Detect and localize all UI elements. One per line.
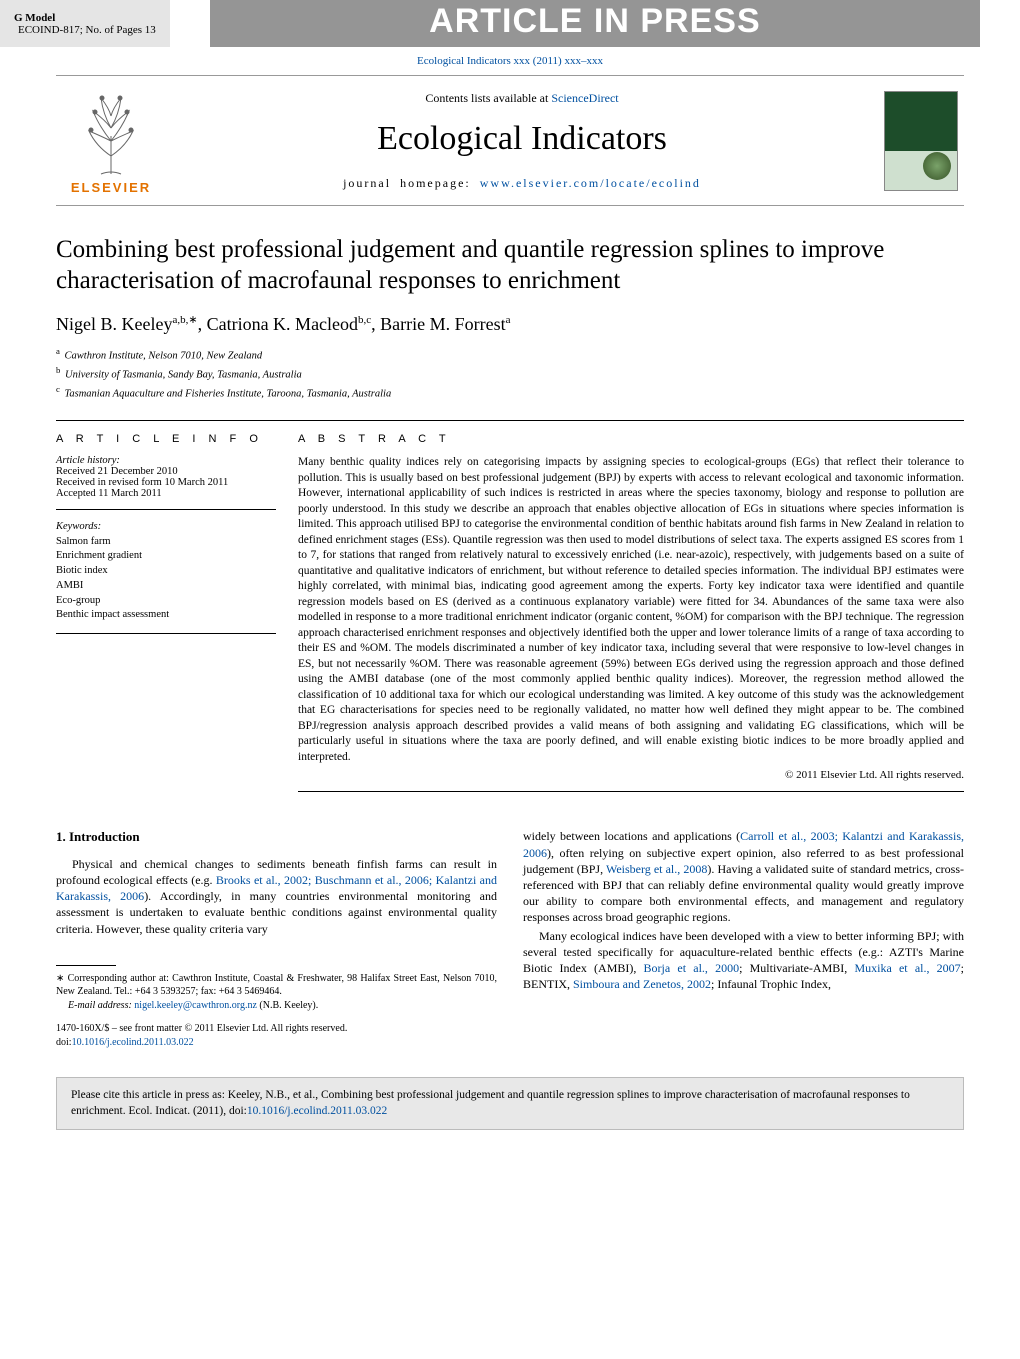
gmodel-bar: G Model ECOIND-817; No. of Pages 13 xyxy=(0,0,170,47)
journal-cover xyxy=(878,76,964,205)
sciencedirect-link[interactable]: ScienceDirect xyxy=(551,91,618,105)
front-matter-line: 1470-160X/$ – see front matter © 2011 El… xyxy=(56,1022,497,1049)
ecoind-ref: ECOIND-817; No. of Pages 13 xyxy=(18,24,156,36)
cite-doi-link[interactable]: 10.1016/j.ecolind.2011.03.022 xyxy=(247,1105,387,1117)
abstract-text: Many benthic quality indices rely on cat… xyxy=(298,455,964,765)
history-label: Article history: xyxy=(56,455,276,466)
author-1-affil: a,b,∗ xyxy=(172,314,197,326)
abstract-column: A B S T R A C T Many benthic quality ind… xyxy=(298,433,964,792)
intro-r2-d: ; Infaunal Trophic Index, xyxy=(711,977,831,991)
corresponding-author-note: ∗ Corresponding author at: Cawthron Inst… xyxy=(56,972,497,999)
ref-simboura-2002[interactable]: Simboura and Zenetos, 2002 xyxy=(573,977,711,991)
intro-r2-b: ; Multivariate-AMBI, xyxy=(739,961,854,975)
intro-para-left: Physical and chemical changes to sedimen… xyxy=(56,856,497,937)
email-link[interactable]: nigel.keeley@cawthron.org.nz xyxy=(134,1000,257,1011)
cover-thumbnail xyxy=(884,91,958,191)
body-left-column: 1. Introduction Physical and chemical ch… xyxy=(56,828,497,1049)
article-title: Combining best professional judgement an… xyxy=(56,234,964,297)
ref-borja-2000[interactable]: Borja et al., 2000 xyxy=(644,961,740,975)
author-list: Nigel B. Keeleya,b,∗, Catriona K. Macleo… xyxy=(56,313,964,335)
press-header: G Model ECOIND-817; No. of Pages 13 ARTI… xyxy=(0,0,1020,47)
affil-c: Tasmanian Aquaculture and Fisheries Inst… xyxy=(65,388,392,399)
author-3: , Barrie M. Forrest xyxy=(371,314,505,334)
history-accepted: Accepted 11 March 2011 xyxy=(56,488,276,499)
affil-a: Cawthron Institute, Nelson 7010, New Zea… xyxy=(65,350,263,361)
article-info-heading: A R T I C L E I N F O xyxy=(56,433,276,445)
email-label: E-mail address: xyxy=(68,1000,134,1011)
masthead-center: Contents lists available at ScienceDirec… xyxy=(166,76,878,205)
elsevier-logo-block: ELSEVIER xyxy=(56,76,166,205)
author-3-affil: a xyxy=(506,314,511,326)
doi-link[interactable]: 10.1016/j.ecolind.2011.03.022 xyxy=(72,1037,194,1048)
journal-title: Ecological Indicators xyxy=(377,120,667,158)
doi-label: doi: xyxy=(56,1037,72,1048)
email-suffix: (N.B. Keeley). xyxy=(257,1000,318,1011)
history-block: Article history: Received 21 December 20… xyxy=(56,455,276,510)
author-2-affil: b,c xyxy=(358,314,371,326)
keywords-label: Keywords: xyxy=(56,520,276,535)
footnote-separator xyxy=(56,965,116,966)
author-1: Nigel B. Keeley xyxy=(56,314,172,334)
intro-r1-a: widely between locations and application… xyxy=(523,829,740,843)
affiliations: a Cawthron Institute, Nelson 7010, New Z… xyxy=(56,345,964,403)
abstract-heading: A B S T R A C T xyxy=(298,433,964,445)
cite-this-article-box: Please cite this article in press as: Ke… xyxy=(56,1077,964,1130)
ref-muxika-2007[interactable]: Muxika et al., 2007 xyxy=(854,961,960,975)
keyword-1: Enrichment gradient xyxy=(56,549,276,564)
article-info-column: A R T I C L E I N F O Article history: R… xyxy=(56,433,276,792)
front-matter-text: 1470-160X/$ – see front matter © 2011 El… xyxy=(56,1022,497,1036)
keyword-4: Eco-group xyxy=(56,594,276,609)
article-main: Combining best professional judgement an… xyxy=(0,206,1020,1059)
keyword-5: Benthic impact assessment xyxy=(56,608,276,623)
intro-para-right-1: widely between locations and application… xyxy=(523,828,964,925)
footnotes: ∗ Corresponding author at: Cawthron Inst… xyxy=(56,972,497,1013)
intro-para-right-2: Many ecological indices have been develo… xyxy=(523,928,964,993)
affil-b: University of Tasmania, Sandy Bay, Tasma… xyxy=(65,369,302,380)
info-abstract-row: A R T I C L E I N F O Article history: R… xyxy=(56,420,964,792)
elsevier-wordmark: ELSEVIER xyxy=(71,180,151,195)
section-1-heading: 1. Introduction xyxy=(56,828,497,846)
history-revised: Received in revised form 10 March 2011 xyxy=(56,477,276,488)
contents-prefix: Contents lists available at xyxy=(425,91,551,105)
body-columns: 1. Introduction Physical and chemical ch… xyxy=(56,828,964,1049)
body-right-column: widely between locations and application… xyxy=(523,828,964,1049)
keyword-0: Salmon farm xyxy=(56,535,276,550)
gmodel-label: G Model xyxy=(14,12,55,24)
cite-text: Please cite this article in press as: Ke… xyxy=(71,1089,910,1117)
homepage-link[interactable]: www.elsevier.com/locate/ecolind xyxy=(480,176,701,190)
keyword-3: AMBI xyxy=(56,579,276,594)
author-2: , Catriona K. Macleod xyxy=(198,314,358,334)
homepage-prefix: journal homepage: xyxy=(343,176,480,190)
homepage-line: journal homepage: www.elsevier.com/locat… xyxy=(343,176,701,191)
elsevier-tree-icon xyxy=(71,86,151,176)
top-citation: Ecological Indicators xxx (2011) xxx–xxx xyxy=(0,47,1020,75)
abstract-copyright: © 2011 Elsevier Ltd. All rights reserved… xyxy=(298,769,964,781)
keyword-2: Biotic index xyxy=(56,564,276,579)
keywords-block: Keywords: Salmon farm Enrichment gradien… xyxy=(56,520,276,634)
ref-weisberg-2008[interactable]: Weisberg et al., 2008 xyxy=(606,862,707,876)
journal-masthead: ELSEVIER Contents lists available at Sci… xyxy=(56,75,964,206)
contents-line: Contents lists available at ScienceDirec… xyxy=(425,91,618,106)
history-received: Received 21 December 2010 xyxy=(56,466,276,477)
in-press-banner: ARTICLE IN PRESS xyxy=(210,0,980,47)
abstract-rule xyxy=(298,791,964,792)
